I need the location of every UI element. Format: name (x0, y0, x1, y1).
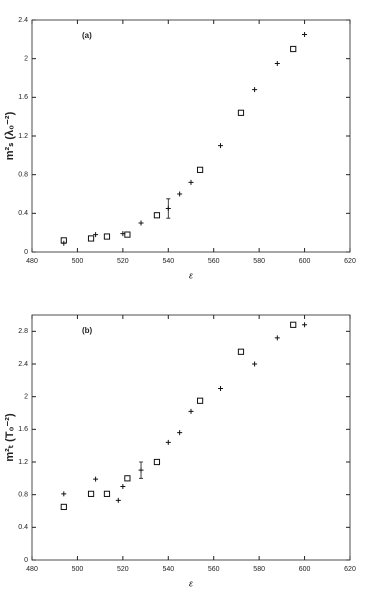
x-tick-label: 580 (253, 258, 265, 265)
x-tick-label: 500 (72, 258, 84, 265)
x-tick-label: 520 (117, 566, 129, 573)
plot-frame (31, 314, 351, 561)
annotation: (b) (82, 326, 93, 335)
x-tick-label: 500 (72, 566, 84, 573)
plus-marker (302, 322, 308, 328)
plus-marker (252, 361, 258, 367)
x-tick-label: 620 (344, 566, 356, 573)
plus-marker (177, 430, 183, 436)
plus-marker (188, 408, 194, 414)
plus-marker (218, 143, 224, 149)
y-tick-label: 1.2 (18, 133, 28, 140)
plus-marker (165, 439, 171, 445)
square-marker (290, 45, 297, 53)
y-tick-label: 0.4 (18, 524, 28, 531)
x-axis-label: ε (189, 578, 194, 588)
plus-marker (93, 476, 99, 482)
plus-marker (93, 232, 99, 238)
plus-marker (274, 335, 280, 341)
y-tick-label: 2.4 (18, 361, 28, 368)
y-tick-label: 0 (24, 557, 28, 564)
plus-marker (115, 497, 121, 503)
plus-marker (177, 191, 183, 197)
square-marker (237, 348, 245, 355)
plus-marker (138, 220, 144, 226)
square-marker (60, 503, 67, 511)
y-axis-label: m²ₜ (T₀⁻²) (4, 413, 16, 462)
x-tick-label: 620 (344, 258, 356, 265)
x-tick-label: 540 (162, 258, 174, 265)
plus-marker (218, 386, 224, 391)
square-marker (153, 212, 161, 219)
y-tick-label: 2.4 (18, 17, 28, 24)
square-marker (103, 233, 111, 240)
y-tick-label: 1.6 (18, 426, 28, 433)
square-marker (87, 490, 95, 497)
y-tick-label: 2 (24, 394, 28, 401)
x-tick-label: 520 (117, 258, 129, 265)
plus-marker (61, 491, 67, 497)
square-marker (124, 475, 131, 482)
error-bar (139, 461, 144, 479)
y-tick-label: 0.4 (18, 210, 28, 217)
x-tick-label: 600 (299, 258, 311, 265)
square-marker (87, 235, 95, 242)
x-tick-label: 540 (162, 566, 174, 573)
x-tick-label: 560 (208, 258, 220, 265)
square-marker (290, 321, 297, 328)
plus-marker (274, 61, 280, 66)
y-tick-label: 1.2 (18, 459, 28, 466)
x-tick-label: 560 (208, 566, 220, 573)
square-marker (196, 397, 204, 404)
plus-marker (120, 484, 126, 489)
y-tick-label: 0 (24, 249, 28, 256)
plus-marker (61, 240, 67, 246)
square-marker (103, 490, 111, 497)
y-tick-label: 2 (24, 56, 28, 63)
y-tick-label: 2.8 (18, 328, 28, 335)
plus-marker (252, 87, 258, 93)
x-tick-label: 480 (26, 258, 38, 265)
error-bar (166, 198, 171, 219)
x-tick-label: 600 (299, 566, 311, 573)
y-tick-label: 0.8 (18, 492, 28, 499)
x-axis-label: ε (189, 270, 194, 280)
x-tick-label: 480 (26, 566, 38, 573)
plus-marker (302, 32, 308, 37)
plus-marker (120, 231, 126, 237)
plot-frame (31, 19, 351, 253)
y-axis-label: m²ₛ (λ₀⁻²) (4, 111, 16, 160)
square-marker (237, 109, 245, 116)
y-tick-label: 1.6 (18, 94, 28, 101)
plus-marker (188, 179, 194, 185)
square-marker (124, 231, 131, 238)
y-tick-label: 0.8 (18, 172, 28, 179)
annotation: (a) (82, 31, 92, 40)
square-marker (196, 166, 204, 173)
x-tick-label: 580 (253, 566, 265, 573)
square-marker (153, 458, 161, 466)
